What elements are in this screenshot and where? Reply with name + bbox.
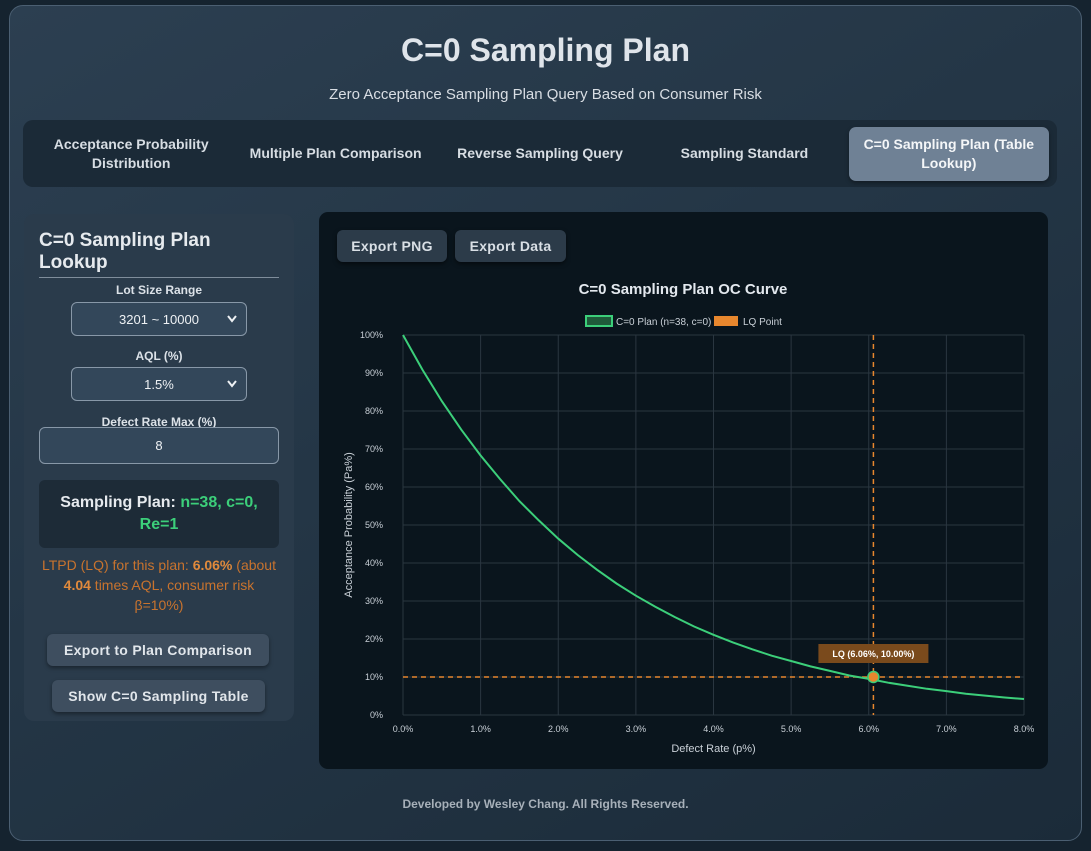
- tab-multiple-plan-comparison[interactable]: Multiple Plan Comparison: [249, 145, 422, 161]
- x-tick-label: 4.0%: [703, 724, 724, 734]
- aql-label: AQL (%): [135, 349, 183, 363]
- page-subtitle: Zero Acceptance Sampling Plan Query Base…: [329, 86, 762, 103]
- aql-select[interactable]: 1.5%: [71, 367, 247, 401]
- sampling-plan-result: Sampling Plan: n=38, c=0, Re=1: [39, 480, 279, 548]
- export-to-comparison-button[interactable]: Export to Plan Comparison: [47, 634, 269, 666]
- y-tick-label: 80%: [365, 406, 383, 416]
- sampling-plan-prefix: Sampling Plan:: [60, 494, 176, 511]
- chart-panel: Export PNG Export Data C=0 Sampling Plan…: [319, 212, 1048, 769]
- tab-c0-sampling-plan[interactable]: C=0 Sampling Plan (Table Lookup): [848, 126, 1050, 181]
- y-tick-label: 90%: [365, 368, 383, 378]
- legend-swatch-oc-curve: [585, 315, 613, 327]
- legend-swatch-lq-point: [714, 316, 738, 326]
- lq-annotation-box: [818, 644, 929, 663]
- lq-point-marker: [867, 670, 880, 684]
- ltpd-lq-value: 6.06%: [192, 557, 233, 573]
- lot-size-label: Lot Size Range: [115, 283, 202, 297]
- y-tick-label: 40%: [365, 558, 383, 568]
- ltpd-text-3: times AQL, consumer risk β=10%): [90, 577, 255, 613]
- y-tick-label: 100%: [360, 330, 383, 340]
- x-tick-label: 2.0%: [548, 724, 569, 734]
- defect-max-input[interactable]: 8: [39, 427, 279, 464]
- y-tick-label: 10%: [365, 672, 383, 682]
- x-tick-label: 1.0%: [470, 724, 491, 734]
- oc-curve-line: [402, 334, 1025, 700]
- y-axis-label: Acceptance Probability (Pa%): [343, 452, 355, 598]
- ltpd-times-value: 4.04: [63, 577, 91, 593]
- x-axis-label: Defect Rate (p%): [671, 743, 755, 755]
- ltpd-text-1: LTPD (LQ) for this plan:: [42, 557, 193, 573]
- chart-title: C=0 Sampling Plan OC Curve: [579, 281, 788, 298]
- lookup-panel-title: C=0 Sampling Plan Lookup: [39, 230, 279, 278]
- x-tick-label: 3.0%: [626, 724, 647, 734]
- y-tick-label: 20%: [365, 634, 383, 644]
- lq-annotation-label: LQ (6.06%, 10.00%): [832, 649, 914, 659]
- y-tick-label: 0%: [370, 710, 383, 720]
- y-tick-label: 30%: [365, 596, 383, 606]
- lookup-panel: C=0 Sampling Plan Lookup Lot Size Range …: [24, 214, 294, 721]
- x-tick-label: 5.0%: [781, 724, 802, 734]
- lot-size-select[interactable]: 3201 ~ 10000: [71, 302, 247, 336]
- legend-label-oc-curve: C=0 Plan (n=38, c=0): [616, 317, 711, 328]
- y-tick-label: 70%: [365, 444, 383, 454]
- tab-sampling-standard[interactable]: Sampling Standard: [680, 145, 809, 161]
- chevron-down-icon: [227, 315, 237, 323]
- tab-reverse-sampling-query[interactable]: Reverse Sampling Query: [457, 145, 623, 161]
- show-c0-table-button[interactable]: Show C=0 Sampling Table: [52, 680, 265, 712]
- y-tick-label: 60%: [365, 482, 383, 492]
- oc-curve-chart: C=0 Sampling Plan OC Curve C=0 Plan (n=38…: [343, 281, 1035, 755]
- aql-value: 1.5%: [144, 376, 174, 392]
- ltpd-info: LTPD (LQ) for this plan: 6.06% (about 4.…: [39, 555, 279, 615]
- defect-max-label: Defect Rate Max (%): [101, 415, 217, 429]
- y-tick-label: 50%: [365, 520, 383, 530]
- page-title: C=0 Sampling Plan: [401, 32, 690, 68]
- lot-size-value: 3201 ~ 10000: [119, 311, 199, 327]
- x-tick-label: 8.0%: [1014, 724, 1035, 734]
- ltpd-text-2: (about: [232, 557, 276, 573]
- tab-bar: Acceptance Probability Distribution Mult…: [23, 120, 1057, 187]
- export-data-button[interactable]: Export Data: [455, 230, 566, 262]
- x-tick-label: 7.0%: [936, 724, 957, 734]
- footer: Developed by Wesley Chang. All Rights Re…: [402, 797, 689, 811]
- tab-acceptance-probability[interactable]: Acceptance Probability Distribution: [53, 135, 209, 171]
- x-tick-label: 0.0%: [393, 724, 414, 734]
- sampling-plan-value: n=38, c=0, Re=1: [139, 494, 258, 533]
- chevron-down-icon: [227, 380, 237, 388]
- x-tick-label: 6.0%: [858, 724, 879, 734]
- export-png-button[interactable]: Export PNG: [337, 230, 447, 262]
- legend-label-lq-point: LQ Point: [743, 317, 782, 328]
